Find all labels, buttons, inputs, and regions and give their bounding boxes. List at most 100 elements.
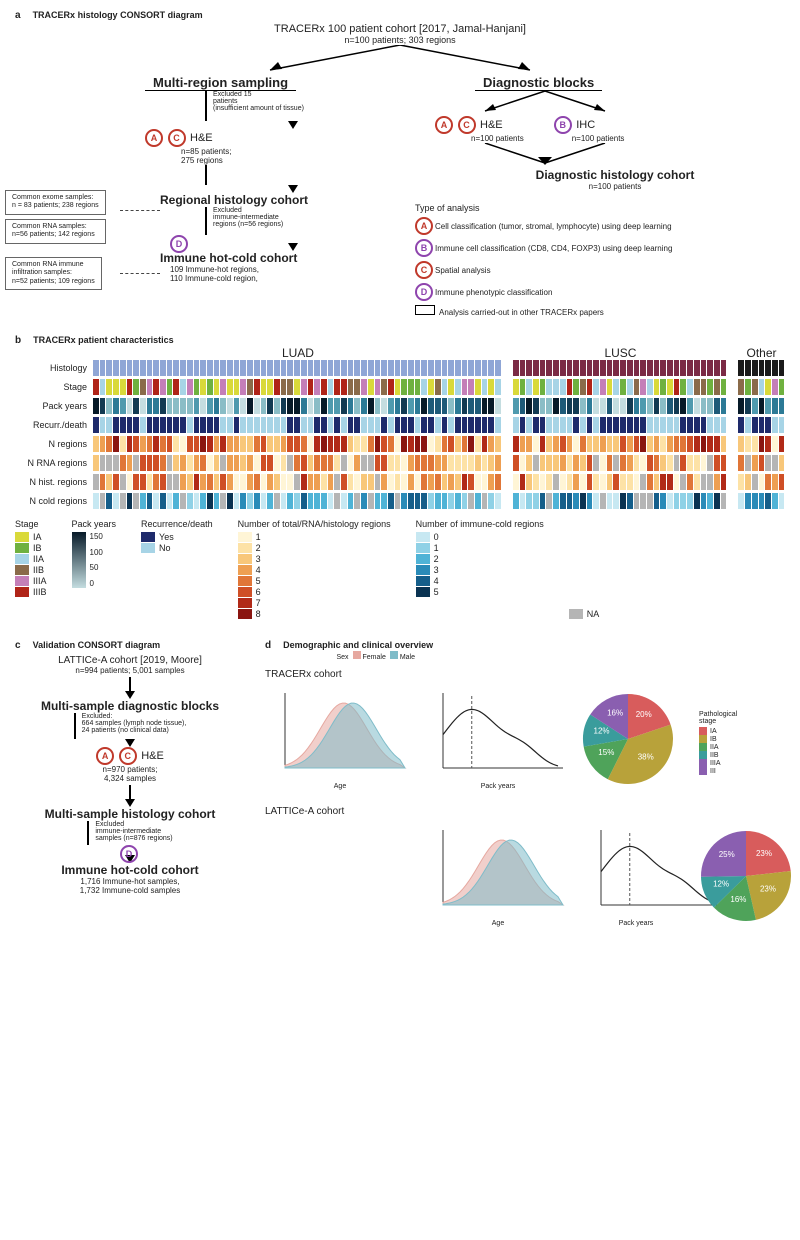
heatmap-cell (620, 417, 626, 433)
heatmap-cell (187, 493, 193, 509)
heatmap-cell (321, 493, 327, 509)
heatmap-cell (147, 379, 153, 395)
heatmap-cell (553, 436, 559, 452)
stage-leg-label: III (710, 768, 716, 775)
legend-item: IIIA (15, 576, 47, 586)
heatmap-cell (93, 493, 99, 509)
he-sub-r: n=100 patients (471, 134, 524, 143)
badge-d-icon: D (415, 283, 433, 301)
heatmap-cell (120, 455, 126, 471)
diag-heading: Diagnostic blocks (475, 75, 602, 91)
heatmap-cell (687, 379, 693, 395)
heatmap-cell (759, 455, 765, 471)
heatmap-cell (381, 474, 387, 490)
heatmap-cell (687, 360, 693, 376)
heatmap-cell (520, 455, 526, 471)
heatmap-cell (194, 436, 200, 452)
heatmap-cell (593, 379, 599, 395)
heatmap-cell (401, 436, 407, 452)
heatmap-cell (368, 379, 374, 395)
heatmap-cell (173, 455, 179, 471)
heatmap-cell (772, 398, 778, 414)
heatmap-cell (707, 436, 713, 452)
heatmap-cell (334, 474, 340, 490)
legend-label: IA (33, 532, 42, 542)
heatmap-cell (240, 493, 246, 509)
heatmap-cell (613, 436, 619, 452)
heatmap-cell (667, 474, 673, 490)
heatmap-cell (442, 493, 448, 509)
heatmap-cell (321, 398, 327, 414)
heatmap-cell (227, 436, 233, 452)
heatmap-cell (194, 398, 200, 414)
heatmap-cell (106, 398, 112, 414)
heatmap-cell (560, 493, 566, 509)
heatmap-cell (634, 455, 640, 471)
heatmap-cell (540, 379, 546, 395)
heatmap-cell (160, 398, 166, 414)
panel-b-title: TRACERx patient characteristics (33, 335, 174, 345)
heatmap-cell (752, 360, 758, 376)
heatmap-cell (401, 379, 407, 395)
heatmap-cell (247, 493, 253, 509)
type-other-text: Analysis carried-out in other TRACERx pa… (439, 308, 604, 317)
heatmap-cell (779, 493, 785, 509)
rna-box: Common RNA samples: n=56 patients; 142 r… (5, 219, 106, 244)
legend-item: 1 (416, 543, 544, 553)
legend-swatch (15, 554, 29, 564)
legend-label: IB (33, 543, 42, 553)
heatmap-cell (455, 436, 461, 452)
heatmap-cell (281, 398, 287, 414)
heatmap-cell (147, 417, 153, 433)
heatmap-row: N regions (15, 436, 785, 452)
heatmap-cell (113, 455, 119, 471)
heatmap-cell (647, 455, 653, 471)
heatmap-cell (294, 379, 300, 395)
heatmap-cell (654, 379, 660, 395)
heatmap-cell (281, 436, 287, 452)
heatmap-cell (220, 493, 226, 509)
heatmap-cell (468, 417, 474, 433)
heatmap-cell (745, 493, 751, 509)
heatmap-cell (93, 474, 99, 490)
heatmap-cell (462, 493, 468, 509)
heatmap-cell (694, 493, 700, 509)
heatmap-cell (526, 379, 532, 395)
heatmap-cell (187, 398, 193, 414)
heatmap-cell (261, 455, 267, 471)
heatmap-cell (553, 493, 559, 509)
heatmap-cell (421, 398, 427, 414)
heatmap-cell (634, 398, 640, 414)
heatmap-cell (194, 417, 200, 433)
heatmap-cell (540, 455, 546, 471)
heatmap-cell (93, 436, 99, 452)
heatmap-cell (187, 436, 193, 452)
heatmap-cell (187, 474, 193, 490)
legend-recur-title: Recurrence/death (141, 519, 213, 529)
heatmap-cell (533, 379, 539, 395)
heatmap-cell (160, 474, 166, 490)
heatmap-cell (234, 493, 240, 509)
fork-arrow-icon (435, 91, 655, 116)
heatmap-cell (328, 360, 334, 376)
heatmap-cell (173, 398, 179, 414)
sex-label: Female (363, 654, 386, 661)
heatmap-cell (100, 474, 106, 490)
heatmap-cell (600, 493, 606, 509)
heatmap-cell (341, 417, 347, 433)
heatmap-cell (654, 436, 660, 452)
heatmap-cell (435, 455, 441, 471)
heatmap-cell (482, 474, 488, 490)
heatmap-cell (153, 474, 159, 490)
heatmap-cell (167, 455, 173, 471)
heatmap-cell (408, 493, 414, 509)
heatmap-cell (348, 436, 354, 452)
ihc-label: IHC (576, 119, 595, 131)
legend-item: 5 (238, 576, 391, 586)
heatmap-cell (287, 360, 293, 376)
heatmap-cell (660, 455, 666, 471)
heatmap-cell (634, 493, 640, 509)
heatmap-cell (140, 360, 146, 376)
heatmap-cell (540, 417, 546, 433)
age-density: Age (423, 825, 573, 927)
